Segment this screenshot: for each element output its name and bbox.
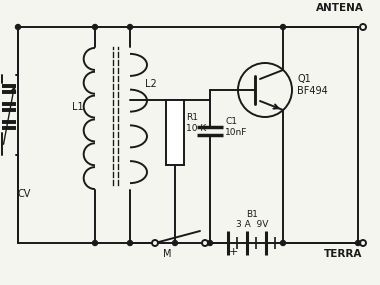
Circle shape: [92, 241, 98, 245]
Circle shape: [173, 241, 177, 245]
Text: L1: L1: [72, 102, 84, 112]
Circle shape: [360, 240, 366, 246]
Circle shape: [280, 241, 285, 245]
Circle shape: [92, 25, 98, 30]
Text: L2: L2: [145, 79, 157, 89]
Text: Q1
BF494: Q1 BF494: [297, 74, 328, 96]
Text: TERRA: TERRA: [324, 249, 362, 259]
Text: M: M: [163, 249, 171, 259]
Text: +: +: [228, 247, 238, 257]
Circle shape: [16, 25, 21, 30]
Circle shape: [202, 240, 208, 246]
Circle shape: [152, 240, 158, 246]
Text: CV: CV: [17, 189, 31, 199]
Text: R1
10 K: R1 10 K: [186, 113, 206, 133]
Circle shape: [128, 241, 133, 245]
Circle shape: [128, 25, 133, 30]
Circle shape: [207, 241, 212, 245]
Text: C1
10nF: C1 10nF: [225, 117, 247, 137]
Circle shape: [356, 241, 361, 245]
Text: ANTENA: ANTENA: [316, 3, 364, 13]
Bar: [166, 100, 184, 165]
Circle shape: [360, 24, 366, 30]
Circle shape: [280, 25, 285, 30]
Text: B1
3 A  9V: B1 3 A 9V: [236, 209, 268, 229]
